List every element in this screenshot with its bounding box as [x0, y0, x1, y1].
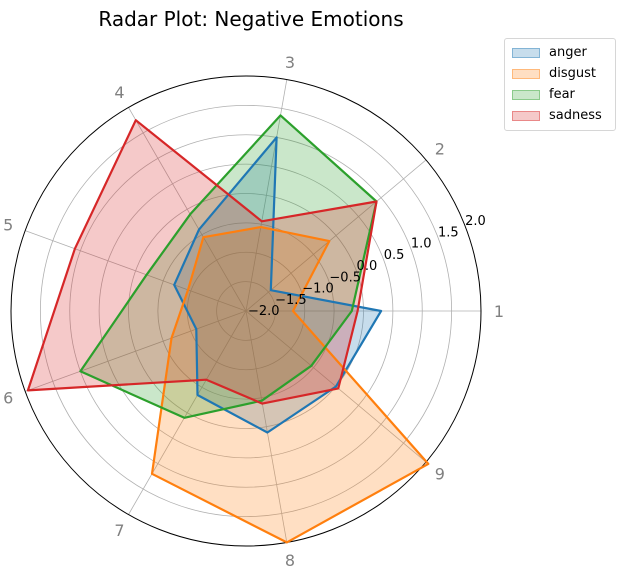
grid-spoke	[245, 79, 288, 312]
grid-spoke	[245, 159, 427, 312]
radial-tick-label: 1.5	[438, 225, 459, 240]
radial-tick-label: 2.0	[465, 214, 486, 229]
radial-tick-label: −1.5	[275, 293, 307, 308]
series-fill-fear	[80, 115, 377, 418]
radial-tick-label: 1.0	[411, 237, 432, 252]
grid-spoke	[25, 310, 247, 392]
axis-label-3: 3	[285, 53, 295, 72]
radial-tick-label: −0.5	[329, 270, 361, 285]
axis-label-1: 1	[494, 302, 504, 321]
legend-item-anger: anger	[505, 42, 615, 63]
radial-tick-label: 0.5	[384, 248, 405, 263]
axis-label-6: 6	[3, 389, 13, 408]
legend-label: disgust	[549, 66, 596, 81]
radial-tick-label: −2.0	[248, 304, 280, 319]
legend-swatch	[512, 110, 540, 121]
series-line-sadness	[26, 119, 378, 405]
axis-label-7: 7	[114, 521, 124, 540]
chart-title: Radar Plot: Negative Emotions	[98, 7, 403, 31]
axis-label-8: 8	[285, 551, 295, 570]
legend-swatch	[512, 47, 540, 58]
axis-label-4: 4	[114, 83, 124, 102]
series-fill-disgust	[152, 227, 429, 543]
axis-label-2: 2	[435, 139, 445, 158]
grid-spoke	[25, 230, 247, 312]
legend-label: fear	[549, 87, 575, 102]
legend: anger disgust fear sadness	[504, 38, 616, 131]
series-line-anger	[173, 136, 383, 434]
radial-tick-label: 0.0	[357, 259, 378, 274]
series-line-disgust	[150, 226, 430, 544]
legend-swatch	[512, 68, 540, 79]
legend-item-sadness: sadness	[505, 105, 615, 126]
axis-labels: −2.0−1.5−1.0−0.50.0 0.5 1.0 1.5 2.0 1 2 3 4 5 6 7 8 9	[3, 53, 504, 570]
axis-label-5: 5	[3, 215, 13, 234]
grid-spoke	[128, 310, 247, 515]
radar-series	[26, 114, 430, 544]
series-line-fear	[79, 114, 378, 419]
legend-item-disgust: disgust	[505, 63, 615, 84]
axis-label-9: 9	[435, 465, 445, 484]
grid-spoke	[245, 310, 288, 543]
radial-tick-label: −1.0	[302, 282, 334, 297]
series-fill-anger	[174, 137, 382, 433]
series-fill-sadness	[27, 120, 377, 404]
grid-spoke	[128, 107, 247, 312]
radar-grid	[10, 75, 482, 547]
outer-frame	[10, 75, 482, 547]
legend-swatch	[512, 89, 540, 100]
legend-label: sadness	[549, 108, 602, 123]
legend-item-fear: fear	[505, 84, 615, 105]
legend-label: anger	[549, 45, 587, 60]
